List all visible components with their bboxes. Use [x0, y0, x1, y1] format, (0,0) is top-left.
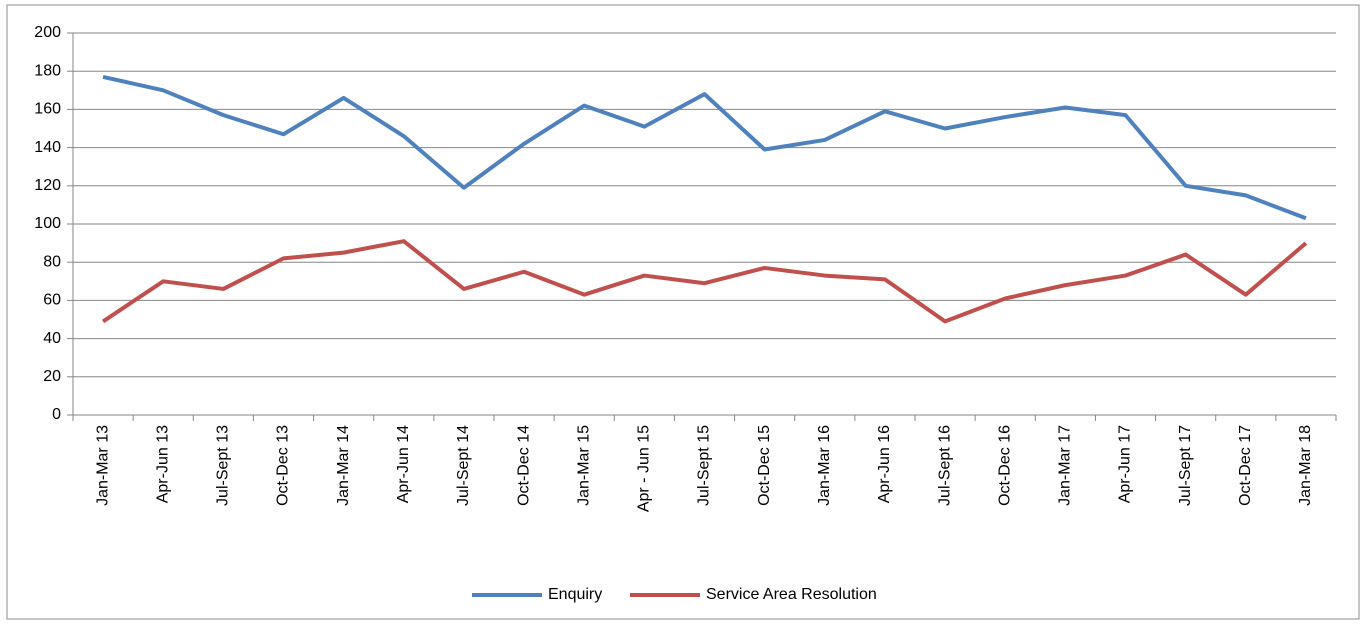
legend-label: Enquiry: [548, 586, 602, 603]
x-tick-label: Apr-Jun 14: [395, 425, 412, 503]
chart-border: [6, 4, 1360, 620]
y-tick-label: 80: [43, 253, 61, 270]
x-tick-label: Jan-Mar 16: [816, 425, 833, 506]
x-tick-label: Apr-Jun 16: [876, 425, 893, 503]
x-tick-label: Oct-Dec 17: [1237, 425, 1254, 506]
x-tick-label: Oct-Dec 15: [756, 425, 773, 506]
x-tick-label: Oct-Dec 14: [515, 425, 532, 506]
y-tick-label: 180: [34, 62, 61, 79]
y-tick-label: 120: [34, 177, 61, 194]
x-tick-label: Oct-Dec 16: [996, 425, 1013, 506]
x-tick-label: Apr - Jun 15: [636, 425, 653, 512]
x-tick-label: Jan-Mar 13: [94, 425, 111, 506]
x-tick-label: Jul-Sept 14: [455, 425, 472, 506]
x-tick-label: Jul-Sept 15: [696, 425, 713, 506]
y-tick-label: 0: [52, 406, 61, 423]
x-tick-label: Apr-Jun 17: [1117, 425, 1134, 503]
x-tick-label: Jul-Sept 17: [1177, 425, 1194, 506]
series-line: [101, 239, 1308, 324]
x-tick-label: Apr-Jun 13: [154, 425, 171, 503]
y-tick-label: 20: [43, 368, 61, 385]
x-tick-label: Jan-Mar 18: [1297, 425, 1314, 506]
series-line: [102, 74, 1307, 221]
x-tick-label: Jan-Mar 17: [1057, 425, 1074, 506]
y-tick-label: 40: [43, 330, 61, 347]
y-tick-label: 140: [34, 139, 61, 156]
x-tick-label: Oct-Dec 13: [275, 425, 292, 506]
x-tick-label: Jan-Mar 14: [335, 425, 352, 506]
x-tick-label: Jul-Sept 16: [936, 425, 953, 506]
x-tick-label: Jul-Sept 13: [215, 425, 232, 506]
y-tick-label: 60: [43, 292, 61, 309]
y-tick-label: 100: [34, 215, 61, 232]
y-tick-label: 160: [34, 101, 61, 118]
legend-label: Service Area Resolution: [706, 586, 877, 603]
x-tick-label: Jan-Mar 15: [575, 425, 592, 506]
y-tick-label: 200: [34, 24, 61, 41]
